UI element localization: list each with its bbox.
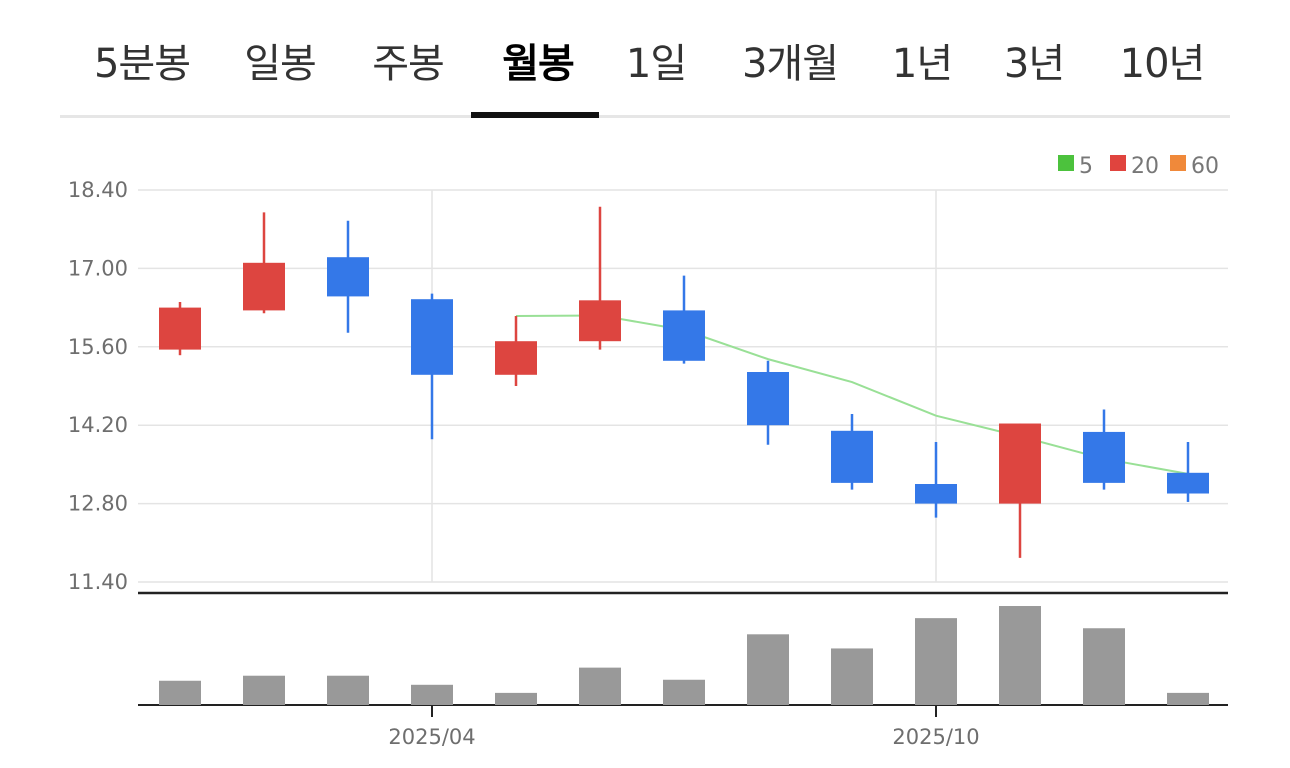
volume-bar (747, 634, 789, 705)
chart-legend: 5 20 60 (1058, 154, 1219, 179)
ma5-line (515, 314, 1189, 475)
candle-down (1167, 442, 1209, 502)
y-tick-label: 18.40 (68, 178, 128, 202)
candle-down (411, 293, 453, 440)
candle-body (159, 307, 201, 350)
tab-weekly[interactable]: 주봉 (372, 41, 445, 87)
legend-swatch (1110, 155, 1126, 171)
candle-down (915, 442, 957, 518)
volume-bar (663, 679, 705, 705)
x-tick-label: 2025/10 (892, 725, 979, 749)
y-tick-label: 11.40 (68, 570, 128, 594)
tab-5min[interactable]: 5분봉 (93, 41, 191, 87)
candle-body (831, 430, 873, 483)
volume-bars (159, 606, 1209, 705)
volume-bar (327, 675, 369, 705)
candle-down (747, 360, 789, 445)
volume-bar (159, 680, 201, 705)
legend-swatch (1058, 155, 1074, 171)
candle-up (243, 212, 285, 314)
candle-body (495, 341, 537, 375)
candle-body (411, 299, 453, 375)
candle-body (1083, 431, 1125, 483)
y-tick-label: 12.80 (68, 492, 128, 516)
legend-swatch (1170, 155, 1186, 171)
candle-body (915, 484, 957, 504)
volume-bar (999, 606, 1041, 705)
volume-bar (411, 684, 453, 705)
y-axis-ticks: 18.40 17.00 15.60 14.20 12.80 11.40 (68, 178, 128, 594)
volume-bar (1083, 628, 1125, 705)
legend-label: 5 (1079, 154, 1093, 179)
tab-10years[interactable]: 10년 (1119, 41, 1206, 87)
candle-up (579, 206, 621, 350)
candle-down (1083, 409, 1125, 490)
volume-bar (1167, 692, 1209, 705)
y-tick-label: 15.60 (68, 335, 128, 359)
candle-up (495, 316, 537, 386)
volume-bar (495, 692, 537, 705)
volume-bar (831, 648, 873, 705)
moving-average-lines (515, 314, 1189, 475)
candle-down (663, 275, 705, 364)
legend-item: 20 (1110, 154, 1159, 179)
candle-up (999, 423, 1041, 558)
tab-daily[interactable]: 일봉 (244, 41, 317, 87)
legend-label: 60 (1191, 154, 1219, 179)
period-tab-bar: 5분봉 일봉 주봉 월봉 1일 3개월 1년 3년 10년 (60, 0, 1230, 118)
tab-3years[interactable]: 3년 (1003, 41, 1065, 87)
candle-body (579, 300, 621, 342)
volume-bar (243, 675, 285, 705)
y-tick-label: 17.00 (68, 256, 128, 280)
tab-3months[interactable]: 3개월 (741, 41, 839, 87)
volume-bar (915, 618, 957, 705)
candle-body (243, 262, 285, 311)
candle-body (747, 372, 789, 426)
volume-bar (579, 667, 621, 705)
candle-down (327, 220, 369, 333)
legend-item: 60 (1170, 154, 1219, 179)
candle-body (663, 310, 705, 361)
candle-up (159, 302, 201, 356)
x-axis-ticks: 2025/04 2025/10 (388, 705, 980, 749)
x-tick-label: 2025/04 (388, 725, 475, 749)
tab-monthly[interactable]: 월봉 (502, 41, 575, 87)
tab-1year[interactable]: 1년 (891, 41, 953, 87)
candle-down (831, 414, 873, 490)
candles (159, 206, 1209, 558)
candle-body (1167, 472, 1209, 494)
legend-label: 20 (1131, 154, 1159, 179)
legend-item: 5 (1058, 154, 1093, 179)
y-tick-label: 14.20 (68, 413, 128, 437)
active-tab-underline (471, 112, 599, 118)
candle-body (327, 257, 369, 297)
candle-body (999, 423, 1041, 504)
tab-1day[interactable]: 1일 (625, 41, 687, 87)
